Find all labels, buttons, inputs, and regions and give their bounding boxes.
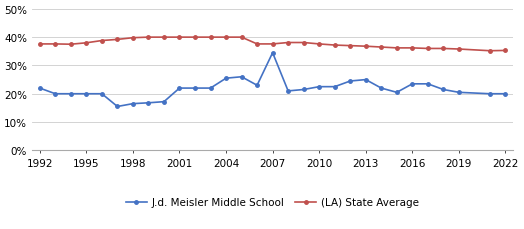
J.d. Meisler Middle School <box>394 92 400 94</box>
J.d. Meisler Middle School <box>238 76 245 79</box>
J.d. Meisler Middle School <box>269 52 276 55</box>
(LA) State Average <box>83 42 90 45</box>
(LA) State Average <box>285 42 291 45</box>
(LA) State Average <box>68 44 74 46</box>
(LA) State Average <box>503 50 509 53</box>
J.d. Meisler Middle School <box>223 77 229 80</box>
(LA) State Average <box>269 43 276 46</box>
J.d. Meisler Middle School <box>456 92 462 94</box>
J.d. Meisler Middle School <box>285 90 291 93</box>
J.d. Meisler Middle School <box>409 83 416 86</box>
J.d. Meisler Middle School <box>114 106 121 108</box>
(LA) State Average <box>347 45 353 48</box>
J.d. Meisler Middle School <box>254 85 260 87</box>
J.d. Meisler Middle School <box>424 83 431 86</box>
(LA) State Average <box>300 42 307 45</box>
J.d. Meisler Middle School <box>37 87 43 90</box>
(LA) State Average <box>114 39 121 42</box>
J.d. Meisler Middle School <box>177 87 183 90</box>
(LA) State Average <box>394 47 400 50</box>
(LA) State Average <box>130 37 136 40</box>
J.d. Meisler Middle School <box>300 89 307 91</box>
J.d. Meisler Middle School <box>192 87 198 90</box>
J.d. Meisler Middle School <box>145 102 151 105</box>
(LA) State Average <box>332 44 338 47</box>
(LA) State Average <box>424 48 431 51</box>
(LA) State Average <box>192 37 198 39</box>
Legend: J.d. Meisler Middle School, (LA) State Average: J.d. Meisler Middle School, (LA) State A… <box>122 193 423 211</box>
J.d. Meisler Middle School <box>208 87 214 90</box>
J.d. Meisler Middle School <box>68 93 74 96</box>
Line: (LA) State Average: (LA) State Average <box>38 36 507 53</box>
(LA) State Average <box>99 40 105 43</box>
(LA) State Average <box>223 37 229 39</box>
J.d. Meisler Middle School <box>378 87 385 90</box>
(LA) State Average <box>177 37 183 39</box>
J.d. Meisler Middle School <box>52 93 59 96</box>
J.d. Meisler Middle School <box>316 86 322 89</box>
(LA) State Average <box>208 37 214 39</box>
(LA) State Average <box>254 43 260 46</box>
(LA) State Average <box>52 43 59 46</box>
(LA) State Average <box>409 47 416 50</box>
J.d. Meisler Middle School <box>332 86 338 89</box>
(LA) State Average <box>161 37 167 39</box>
J.d. Meisler Middle School <box>503 93 509 96</box>
(LA) State Average <box>440 48 446 51</box>
(LA) State Average <box>238 37 245 39</box>
J.d. Meisler Middle School <box>161 101 167 104</box>
(LA) State Average <box>363 46 369 48</box>
(LA) State Average <box>487 50 493 53</box>
(LA) State Average <box>456 48 462 51</box>
(LA) State Average <box>316 43 322 46</box>
(LA) State Average <box>37 43 43 46</box>
J.d. Meisler Middle School <box>487 93 493 96</box>
J.d. Meisler Middle School <box>440 89 446 91</box>
(LA) State Average <box>145 37 151 39</box>
J.d. Meisler Middle School <box>83 93 90 96</box>
(LA) State Average <box>378 46 385 49</box>
J.d. Meisler Middle School <box>363 79 369 82</box>
J.d. Meisler Middle School <box>130 103 136 106</box>
J.d. Meisler Middle School <box>99 93 105 96</box>
J.d. Meisler Middle School <box>347 80 353 83</box>
Line: J.d. Meisler Middle School: J.d. Meisler Middle School <box>38 52 507 109</box>
